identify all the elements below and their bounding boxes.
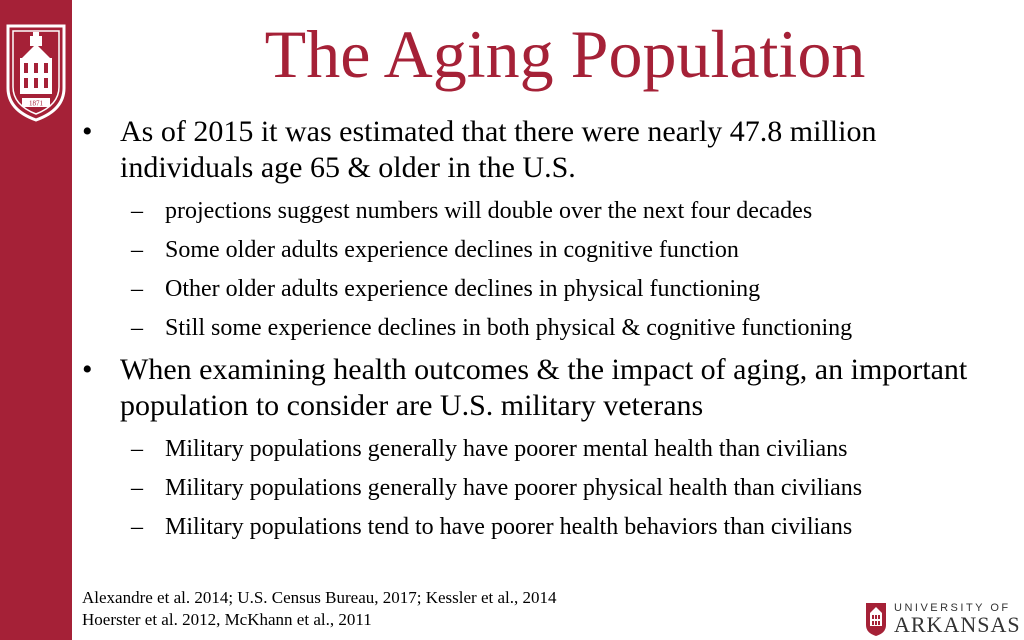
sub-bullet-glyph: – <box>131 514 143 540</box>
sub-bullet-text: Military populations generally have poor… <box>165 436 848 462</box>
sub-bullet-text: Still some experience declines in both p… <box>165 315 853 341</box>
left-accent-bar: 1871 <box>0 0 72 640</box>
sub-bullet-glyph: – <box>131 436 143 462</box>
sub-bullet-item: – Military populations generally have po… <box>82 434 1012 464</box>
sub-bullet-item: – Still some experience declines in both… <box>82 313 1012 343</box>
sub-bullet-item: – Military populations tend to have poor… <box>82 512 1012 542</box>
bullet-item: • When examining health outcomes & the i… <box>82 352 1012 424</box>
footer-logo-line1: UNIVERSITY OF <box>894 602 1011 614</box>
sub-bullet-glyph: – <box>131 237 143 263</box>
slide-title: The Aging Population <box>264 16 866 92</box>
sub-bullet-glyph: – <box>131 475 143 501</box>
sub-bullet-item: – Some older adults experience declines … <box>82 235 1012 265</box>
bullet-glyph: • <box>82 115 93 148</box>
sub-bullet-glyph: – <box>131 276 143 302</box>
citation-line: Alexandre et al. 2014; U.S. Census Burea… <box>82 588 557 607</box>
sub-bullet-text: Some older adults experience declines in… <box>165 237 739 263</box>
sub-bullet-text: Military populations tend to have poorer… <box>165 514 853 540</box>
footer-logo-line2: ARKANSAS <box>894 612 1021 637</box>
sub-bullet-item: – Military populations generally have po… <box>82 473 1012 503</box>
university-seal-logo: 1871 <box>0 18 72 123</box>
sub-bullet-text: Other older adults experience declines i… <box>165 276 761 302</box>
university-seal-icon <box>866 603 886 636</box>
bullet-item: • As of 2015 it was estimated that there… <box>82 114 1012 186</box>
citation-line: Hoerster et al. 2012, McKhann et al., 20… <box>82 610 372 629</box>
bullet-text: When examining health outcomes & the imp… <box>120 353 968 422</box>
citations: Alexandre et al. 2014; U.S. Census Burea… <box>82 587 557 631</box>
sub-bullet-text: Military populations generally have poor… <box>165 475 863 501</box>
university-footer-logo: UNIVERSITY OF ARKANSAS <box>864 600 1020 638</box>
sub-bullet-text: projections suggest numbers will double … <box>165 198 813 224</box>
sub-bullet-glyph: – <box>131 315 143 341</box>
bullet-text: As of 2015 it was estimated that there w… <box>120 115 877 184</box>
svg-text:1871: 1871 <box>29 100 44 108</box>
slide-content: • As of 2015 it was estimated that there… <box>82 114 1012 551</box>
sub-bullet-glyph: – <box>131 198 143 224</box>
sub-bullet-item: – Other older adults experience declines… <box>82 274 1012 304</box>
bullet-glyph: • <box>82 353 93 386</box>
sub-bullet-item: – projections suggest numbers will doubl… <box>82 196 1012 226</box>
